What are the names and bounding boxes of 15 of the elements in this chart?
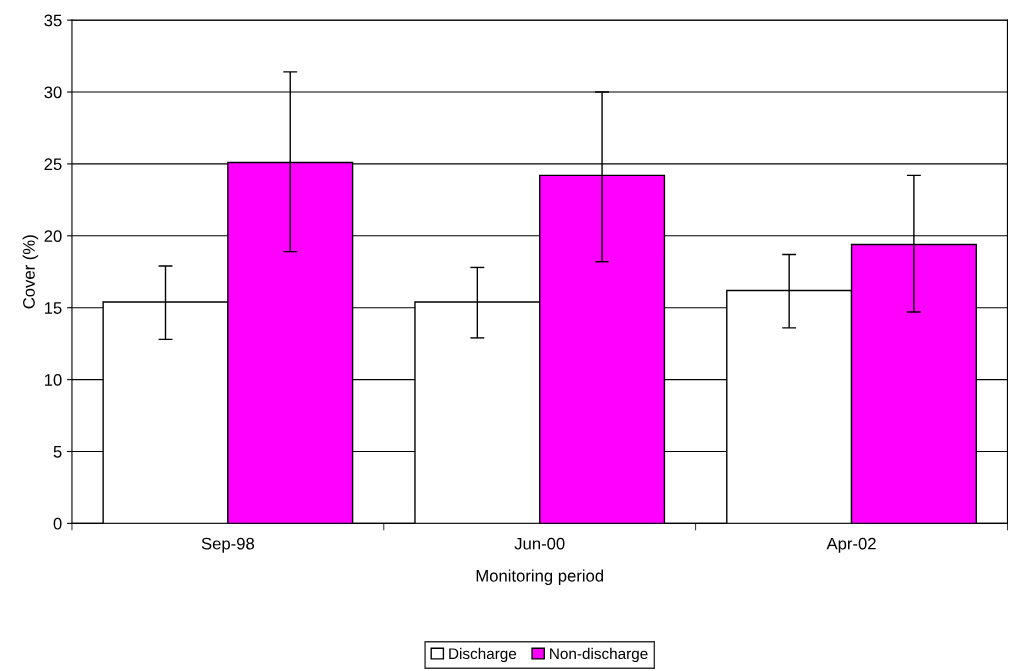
y-tick-label: 30: [44, 86, 62, 99]
y-tick-label: 15: [44, 302, 62, 314]
legend-label: Discharge: [449, 647, 517, 663]
y-tick-label: 0: [53, 517, 62, 530]
x-axis-title: Monitoring period: [476, 569, 604, 586]
x-tick-label: Apr-02: [826, 537, 876, 553]
y-tick-label: 25: [44, 158, 62, 171]
y-tick-label: 35: [44, 14, 62, 27]
y-tick-label: 20: [44, 230, 62, 243]
y-tick-label: 5: [53, 446, 62, 458]
legend-label: Non-discharge: [550, 647, 648, 663]
y-axis-title: Cover (%): [22, 235, 39, 309]
x-tick-label: Jun-00: [514, 537, 565, 550]
x-tick-label: Sep-98: [201, 537, 255, 553]
y-tick-label: 10: [44, 374, 62, 386]
